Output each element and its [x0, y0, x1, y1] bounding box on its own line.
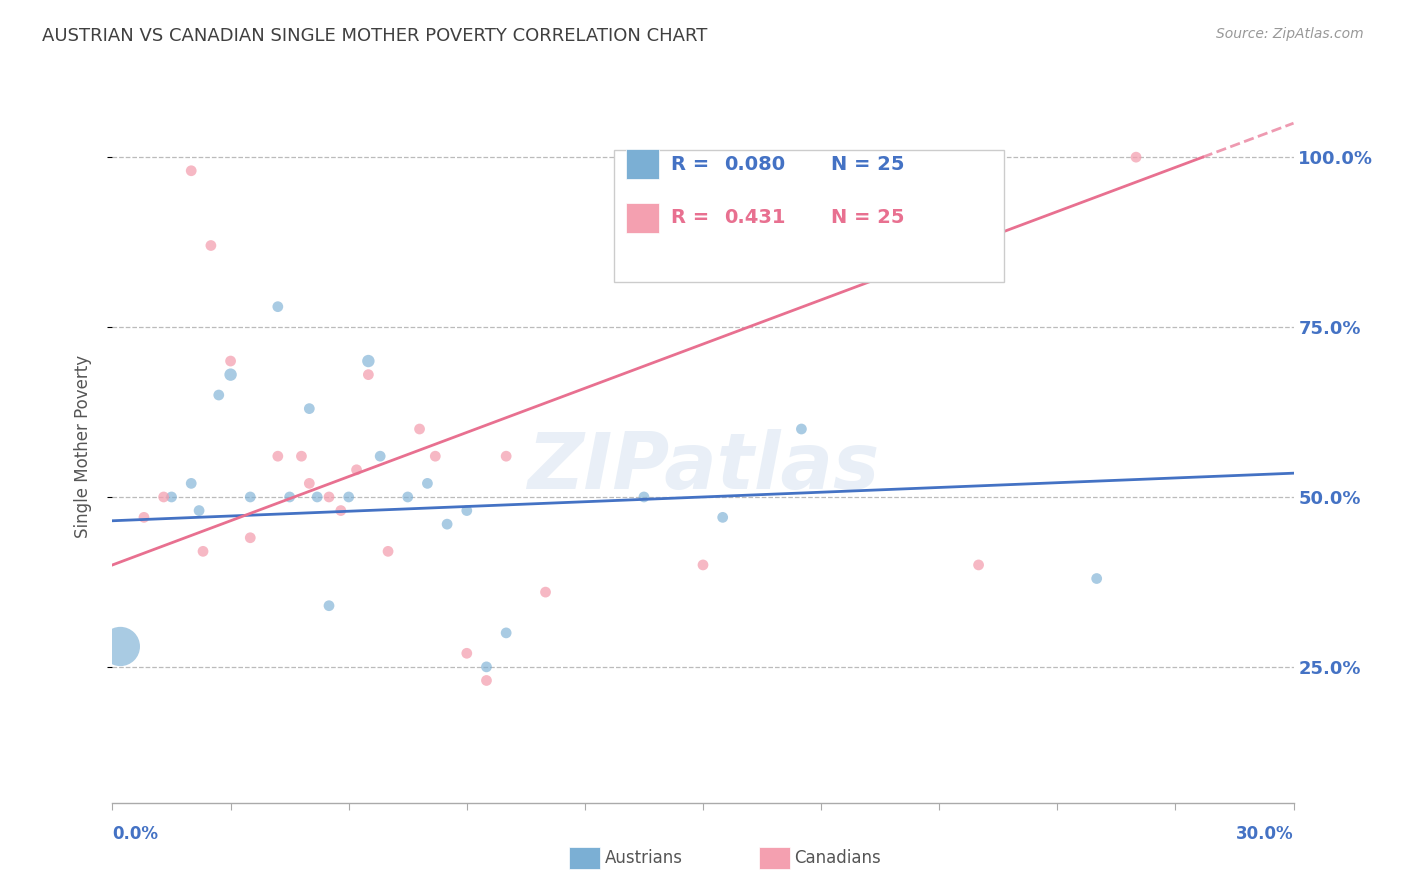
Point	[152, 490, 174, 504]
Point	[267, 300, 290, 314]
Text: AUSTRIAN VS CANADIAN SINGLE MOTHER POVERTY CORRELATION CHART: AUSTRIAN VS CANADIAN SINGLE MOTHER POVER…	[42, 27, 707, 45]
Point	[188, 503, 211, 517]
FancyBboxPatch shape	[626, 149, 659, 179]
Point	[180, 476, 202, 491]
Point	[711, 510, 734, 524]
Y-axis label: Single Mother Poverty: Single Mother Poverty	[73, 354, 91, 538]
Point	[416, 476, 439, 491]
Point	[790, 422, 813, 436]
Point	[692, 558, 714, 572]
Point	[357, 354, 380, 368]
Point	[475, 660, 498, 674]
Point	[110, 640, 132, 654]
Text: 30.0%: 30.0%	[1236, 825, 1294, 843]
Text: R =: R =	[671, 154, 716, 174]
Text: 0.431: 0.431	[724, 208, 786, 227]
Point	[298, 476, 321, 491]
Point	[475, 673, 498, 688]
Text: R =: R =	[671, 208, 716, 227]
Point	[408, 422, 430, 436]
Point	[267, 449, 290, 463]
Text: 0.080: 0.080	[724, 154, 786, 174]
Point	[219, 368, 242, 382]
Point	[180, 163, 202, 178]
Point	[425, 449, 447, 463]
Point	[377, 544, 399, 558]
Point	[731, 157, 754, 171]
FancyBboxPatch shape	[614, 150, 1004, 282]
Text: Source: ZipAtlas.com: Source: ZipAtlas.com	[1216, 27, 1364, 41]
Point	[368, 449, 391, 463]
Point	[160, 490, 183, 504]
Point	[329, 503, 352, 517]
FancyBboxPatch shape	[626, 202, 659, 233]
Point	[495, 449, 517, 463]
Point	[436, 517, 458, 532]
Point	[1125, 150, 1147, 164]
Point	[967, 558, 990, 572]
Text: Canadians: Canadians	[794, 849, 882, 867]
Point	[357, 368, 380, 382]
Point	[633, 490, 655, 504]
Point	[534, 585, 557, 599]
Point	[132, 510, 155, 524]
Point	[495, 626, 517, 640]
Point	[200, 238, 222, 252]
Point	[191, 544, 214, 558]
Point	[298, 401, 321, 416]
Text: N = 25: N = 25	[831, 208, 904, 227]
Point	[456, 646, 478, 660]
Text: N = 25: N = 25	[831, 154, 904, 174]
Point	[239, 531, 262, 545]
Point	[290, 449, 312, 463]
Point	[307, 490, 329, 504]
Text: 0.0%: 0.0%	[112, 825, 159, 843]
Point	[219, 354, 242, 368]
Point	[456, 503, 478, 517]
Point	[396, 490, 419, 504]
Point	[278, 490, 301, 504]
Point	[208, 388, 231, 402]
Text: Austrians: Austrians	[605, 849, 682, 867]
Text: ZIPatlas: ZIPatlas	[527, 429, 879, 506]
Point	[318, 599, 340, 613]
Point	[239, 490, 262, 504]
Point	[318, 490, 340, 504]
Point	[337, 490, 360, 504]
Point	[1085, 572, 1108, 586]
Point	[346, 463, 368, 477]
